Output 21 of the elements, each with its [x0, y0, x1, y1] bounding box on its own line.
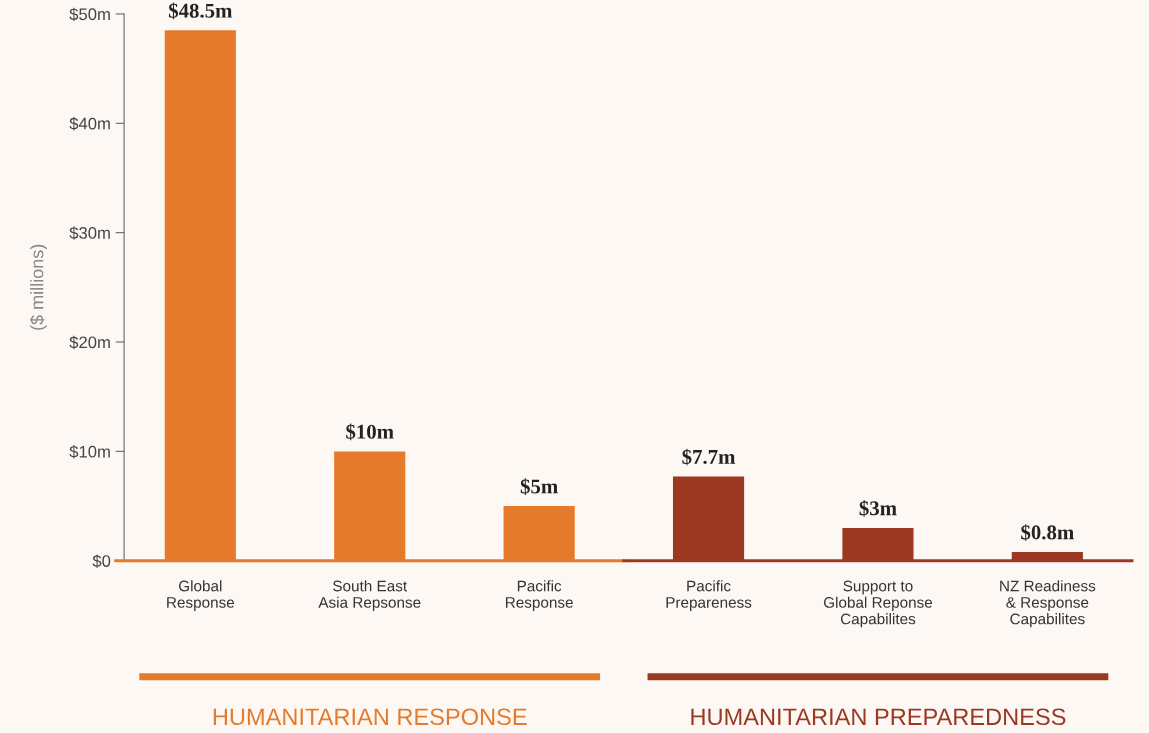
y-tick-label: $10m	[69, 445, 110, 459]
x-tick-label: Pacific Response	[506, 580, 573, 611]
x-tick-label: NZ Readiness & Response Capabilites	[1000, 580, 1096, 628]
x-tick-label: Support to Global Reponse Capabilites	[823, 580, 933, 628]
y-tick-label: $40m	[69, 116, 110, 131]
data-label: $10m	[346, 423, 394, 441]
text: HUMANITARIAN RESPONSE	[213, 708, 527, 726]
y-tick-label: $50m	[69, 7, 110, 22]
text: HUMANITARIAN PREPAREDNESS	[691, 708, 1066, 726]
x-tick-label: South East Asia Repsonse	[318, 580, 421, 611]
x-tick-label: Pacific Prepareness	[666, 580, 752, 611]
y-tick-label: $20m	[69, 335, 110, 350]
y-tick-label: $0	[92, 554, 111, 568]
y-axis-title: ($ millions)	[29, 244, 47, 330]
data-label: $48.5m	[168, 2, 233, 20]
data-label: $3m	[859, 500, 897, 517]
x-tick-label: Global Response	[167, 580, 235, 611]
data-label: $0.8m	[1021, 524, 1074, 541]
y-tick-label: $30m	[69, 226, 110, 240]
data-label: $5m	[520, 478, 558, 495]
data-label: $7.7m	[682, 448, 736, 466]
